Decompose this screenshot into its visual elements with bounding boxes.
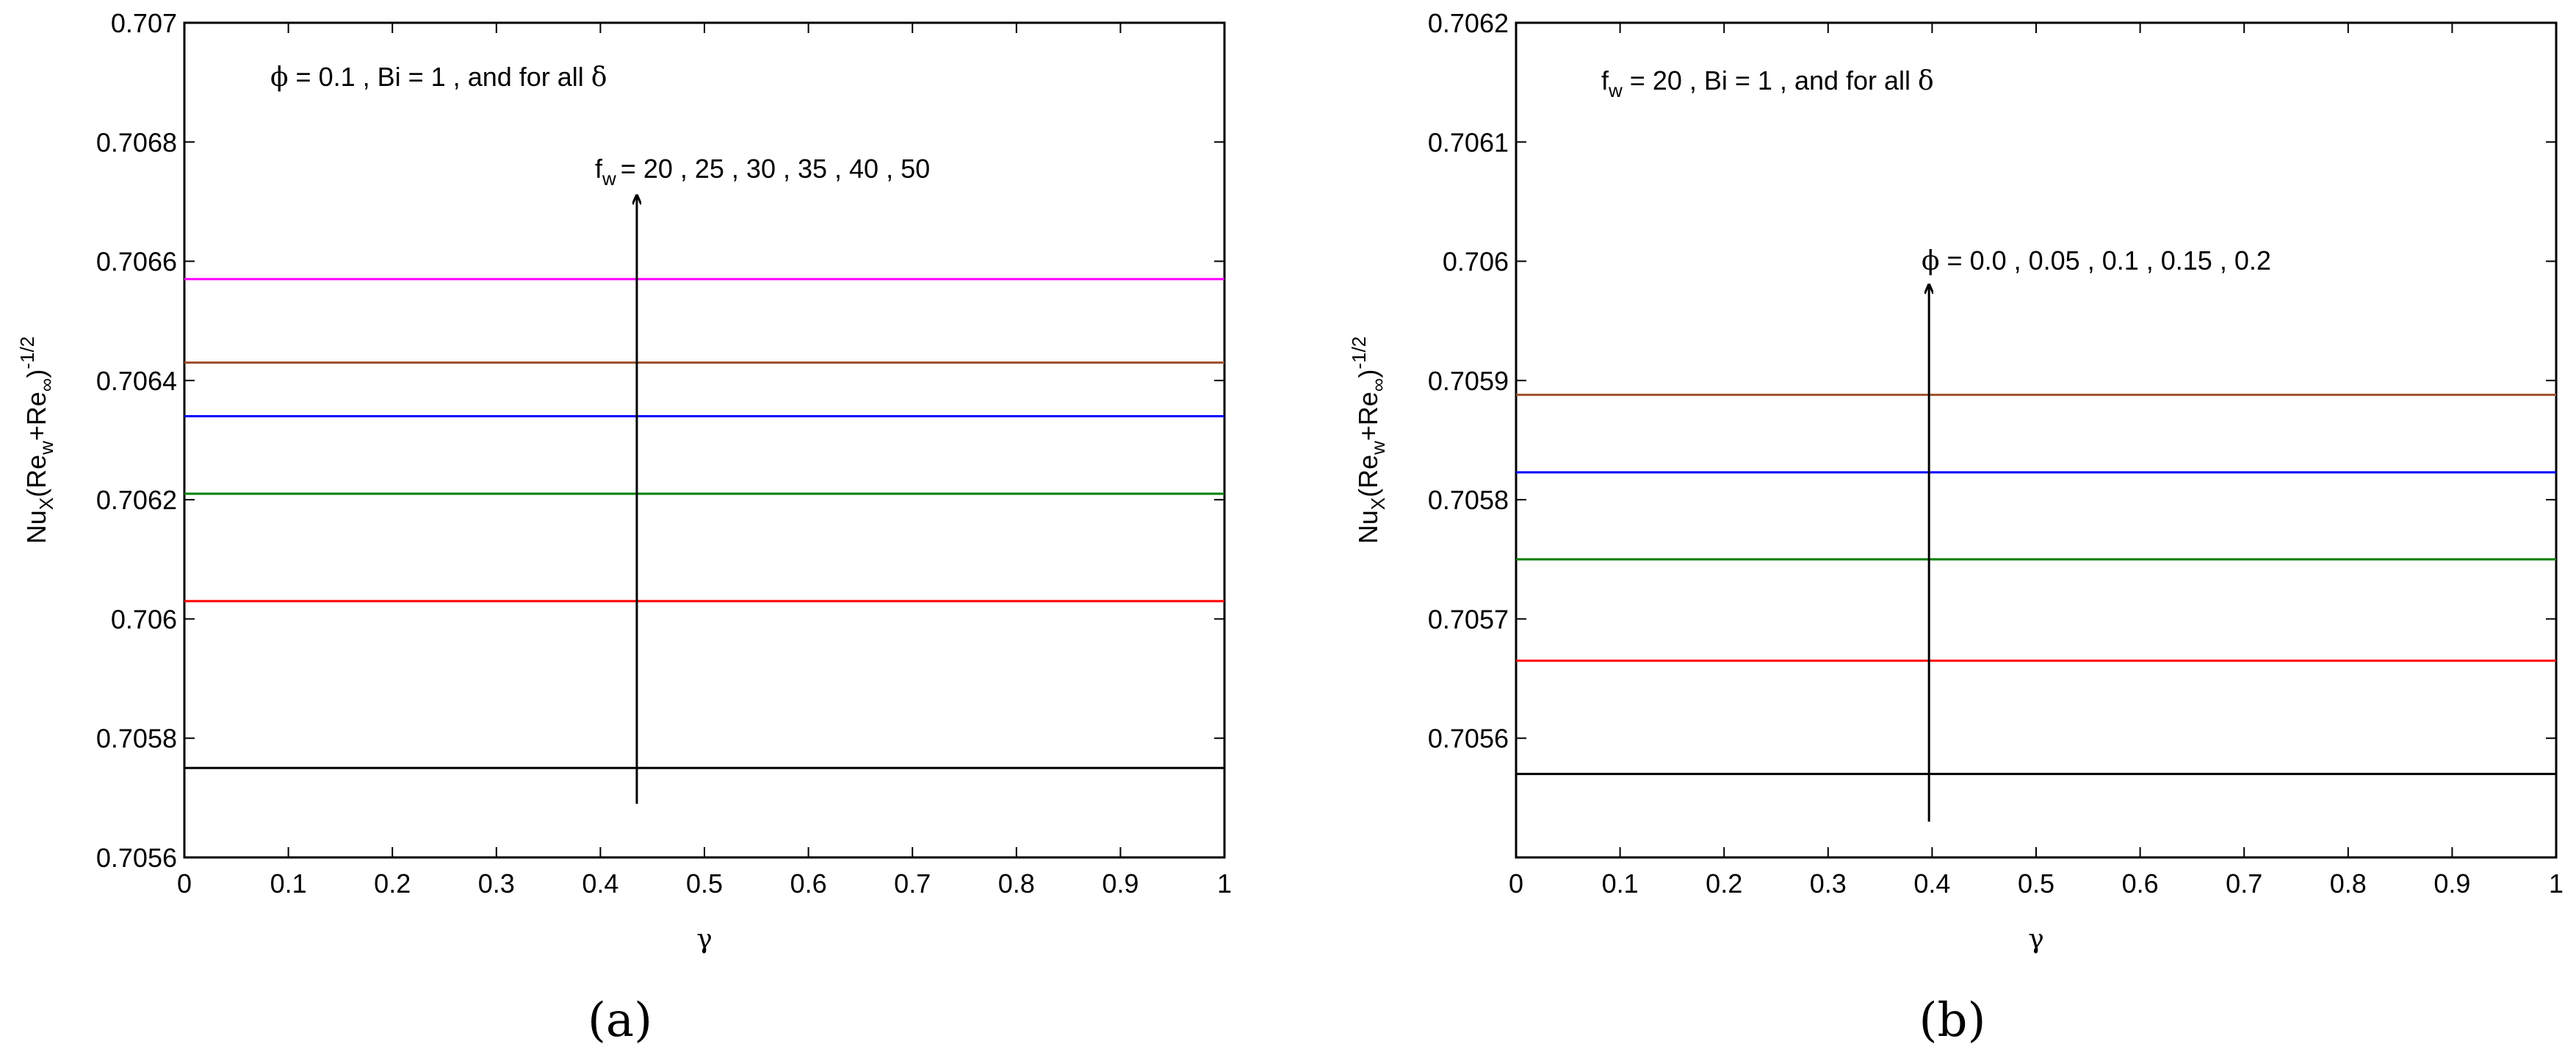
- y-axis-label: NuX(Rew+Re∞)-1/2: [16, 337, 57, 544]
- x-tick-label: 0.7: [894, 868, 931, 899]
- y-tick-label: 0.7066: [96, 247, 177, 277]
- y-tick-label: 0.7068: [96, 127, 177, 157]
- series-group: [1516, 393, 2556, 775]
- y-tick-label: 0.7058: [1428, 485, 1509, 515]
- x-axis-label: γ: [696, 924, 712, 954]
- y-tick-label: 0.7058: [96, 724, 177, 754]
- x-tick-label: 0.5: [2018, 868, 2054, 899]
- plot-area-frame: [183, 21, 1226, 859]
- panel-caption-b: (b): [1919, 993, 1986, 1048]
- x-tick-labels: 0 0.1 0.2 0.3 0.4 0.5 0.6 0.7 0.8 0.9 1: [177, 23, 1232, 899]
- x-tick-label: 0.6: [2122, 868, 2159, 899]
- chart-panel-b: 0 0.1 0.2 0.3 0.4 0.5 0.6 0.7 0.8 0.9 1 0.70560.70…: [1348, 8, 2564, 954]
- y-tick-label: 0.7062: [96, 485, 177, 515]
- x-tick-label: 0: [177, 868, 192, 899]
- x-tick-label: 0.4: [582, 868, 618, 899]
- x-tick-label: 0.6: [790, 868, 827, 899]
- x-tick-label: 0.4: [1913, 868, 1950, 899]
- x-tick-labels: 0 0.1 0.2 0.3 0.4 0.5 0.6 0.7 0.8 0.9 1: [1509, 23, 2564, 899]
- y-tick-label: 0.706: [111, 604, 177, 634]
- y-tick-label: 0.7056: [1428, 724, 1509, 754]
- x-tick-label: 0.2: [1706, 868, 1742, 899]
- panel-caption-a: (a): [588, 993, 652, 1048]
- y-axis-label: NuX(Rew+Re∞)-1/2: [1348, 337, 1389, 544]
- x-tick-label: 0.7: [2226, 868, 2262, 899]
- x-tick-label: 0.1: [270, 868, 307, 899]
- x-tick-label: 1: [1217, 868, 1232, 899]
- x-tick-label: 0.8: [2330, 868, 2367, 899]
- y-tick-label: 0.7056: [96, 843, 177, 873]
- x-tick-label: 0.9: [2434, 868, 2470, 899]
- arrow-label: ϕ = 0.0 , 0.05 , 0.1 , 0.15 , 0.2: [1922, 245, 2271, 276]
- x-tick-label: 0.5: [686, 868, 723, 899]
- x-tick-label: 0.2: [374, 868, 411, 899]
- x-tick-label: 0.9: [1102, 868, 1139, 899]
- y-tick-labels: 0.7056 0.7057 0.7058 0.7059 0.706 0.7061 0.706…: [1428, 8, 2556, 754]
- y-tick-label: 0.7062: [1428, 8, 1509, 38]
- series-group: [184, 278, 1224, 769]
- y-tick-label: 0.706: [1443, 247, 1509, 277]
- y-tick-label: 0.7061: [1428, 127, 1509, 157]
- y-tick-label: 0.7057: [1428, 604, 1509, 634]
- y-tick-label: 0.7059: [1428, 366, 1509, 396]
- plot-area-frame: [1515, 21, 2558, 859]
- arrow-label: fw = 20 , 25 , 30 , 35 , 40 , 50: [595, 154, 930, 190]
- x-tick-label: 0.1: [1602, 868, 1639, 899]
- y-tick-label: 0.707: [111, 8, 177, 38]
- x-axis-label: γ: [2028, 924, 2044, 954]
- condition-annotation: ϕ = 0.1 , Bi = 1 , and for all δ: [270, 62, 607, 93]
- chart-panel-a: 0 0.1 0.2 0.3 0.4 0.5 0.6 0.7 0.8 0.9 1 0.70560.70…: [16, 8, 1232, 954]
- condition-annotation: fw = 20 , Bi = 1 , and for all δ: [1601, 65, 1934, 101]
- x-tick-label: 0: [1509, 868, 1523, 899]
- y-tick-label: 0.7064: [96, 366, 177, 396]
- x-tick-label: 0.3: [478, 868, 515, 899]
- x-tick-label: 1: [2549, 868, 2564, 899]
- x-tick-label: 0.3: [1810, 868, 1847, 899]
- x-tick-label: 0.8: [998, 868, 1035, 899]
- y-tick-labels: 0.7056 0.7058 0.706 0.7062 0.7064 0.7066 0.706…: [96, 8, 1224, 873]
